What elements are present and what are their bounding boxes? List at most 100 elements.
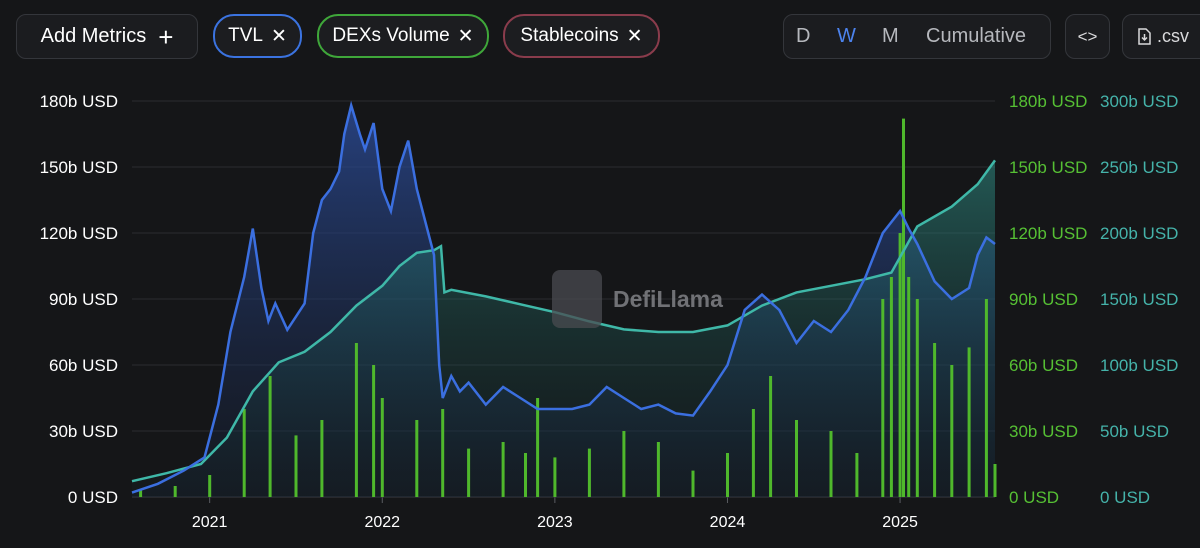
y-tick-label-stablecoins: 200b USD (1100, 224, 1178, 243)
dex-volume-bar (907, 277, 911, 497)
dex-volume-bar (415, 420, 419, 497)
dex-volume-bar (380, 398, 384, 497)
y-tick-label-stablecoins: 50b USD (1100, 422, 1169, 441)
dex-volume-bar (268, 376, 272, 497)
dex-volume-bar (933, 343, 937, 497)
y-tick-label-tvl: 180b USD (40, 92, 118, 111)
x-tick-label: 2023 (537, 514, 573, 531)
dex-volume-bar (751, 409, 755, 497)
dex-volume-bar (553, 457, 557, 497)
add-metrics-label: Add Metrics (40, 25, 147, 47)
left-y-axis: 0 USD 30b USD 60b USD 90b USD 120b USD 150b U… (40, 92, 118, 507)
dex-volume-bar (993, 464, 997, 497)
metric-pill-stablecoins[interactable]: Stablecoins ✕ (503, 14, 660, 58)
dex-volume-bar (320, 420, 324, 497)
interval-monthly[interactable]: M (882, 25, 899, 47)
dex-volume-bar (441, 409, 445, 497)
dex-volume-bar (855, 453, 859, 497)
tvl-line (131, 100, 996, 494)
dex-volume-bar (242, 409, 246, 497)
interval-cumulative[interactable]: Cumulative (926, 25, 1027, 47)
y-tick-label-tvl: 60b USD (49, 356, 118, 375)
llama-logo-icon (552, 270, 602, 328)
metric-pill-tvl[interactable]: TVL ✕ (213, 14, 302, 58)
dex-volume-bar (902, 118, 905, 497)
chart-toolbar: Add Metrics + TVL ✕ DEXs Volume ✕ Stable… (0, 0, 1200, 74)
dex-volume-bar (587, 448, 591, 497)
dex-volume-bar (950, 365, 954, 497)
y-tick-label-dex: 150b USD (1009, 158, 1087, 177)
y-tick-label-dex: 60b USD (1009, 356, 1078, 375)
close-icon[interactable]: ✕ (626, 25, 643, 47)
dex-volume-bar (967, 347, 971, 497)
close-icon[interactable]: ✕ (457, 25, 474, 47)
y-tick-label-dex: 120b USD (1009, 224, 1087, 243)
dex-volume-bar (372, 365, 376, 497)
dex-volume-bar (208, 475, 212, 497)
dex-volume-bar (524, 453, 527, 497)
x-tick-label: 2025 (882, 514, 918, 531)
dex-volume-bar (656, 442, 660, 497)
x-axis: 2021 2022 2023 2024 2025 (192, 514, 918, 531)
x-tick-label: 2024 (710, 514, 746, 531)
interval-weekly[interactable]: W (837, 25, 856, 47)
watermark-text: DefiLlama (613, 286, 723, 312)
x-axis-tick-marks (132, 496, 995, 503)
y-tick-label-tvl: 0 USD (68, 488, 118, 507)
y-tick-label-dex: 30b USD (1009, 422, 1078, 441)
dex-volume-bar (915, 299, 919, 497)
interval-daily[interactable]: D (796, 25, 811, 47)
y-tick-label-stablecoins: 250b USD (1100, 158, 1178, 177)
y-tick-label-stablecoins: 100b USD (1100, 356, 1178, 375)
dex-volume-bar (467, 448, 471, 497)
metric-pill-dex-volume[interactable]: DEXs Volume ✕ (317, 14, 489, 58)
dex-volume-bar (173, 486, 177, 497)
x-tick-label: 2022 (364, 514, 400, 531)
download-file-icon (1138, 28, 1151, 45)
y-tick-label-tvl: 90b USD (49, 290, 118, 309)
dex-volume-y-axis: 0 USD 30b USD 60b USD 90b USD 120b USD 150b U… (1009, 92, 1087, 507)
dex-volume-bars (139, 118, 997, 497)
embed-button[interactable]: <> (1065, 14, 1110, 59)
dex-volume-bar (898, 233, 902, 497)
tvl-dex-stablecoins-chart[interactable]: DefiLlama 0 USD 30b USD 60b USD 90b USD 120b… (0, 74, 1200, 548)
dex-volume-bar (294, 435, 298, 497)
dex-volume-bar (795, 420, 798, 497)
y-tick-label-tvl: 150b USD (40, 158, 118, 177)
download-csv-button[interactable]: .csv (1122, 14, 1200, 59)
dex-volume-bar (769, 376, 773, 497)
dex-volume-bar (829, 431, 833, 497)
metric-pill-label: DEXs Volume (332, 25, 450, 46)
y-tick-label-dex: 90b USD (1009, 290, 1078, 309)
x-tick-label: 2021 (192, 514, 228, 531)
dex-volume-bar (354, 343, 358, 497)
dex-volume-bar (536, 398, 540, 497)
watermark: DefiLlama (552, 270, 723, 328)
dex-volume-bar (622, 431, 626, 497)
interval-selector: D W M Cumulative (783, 14, 1051, 59)
stablecoins-area (132, 160, 995, 497)
add-metrics-button[interactable]: Add Metrics + (16, 14, 198, 59)
stablecoins-line (131, 159, 997, 483)
dex-volume-bar (139, 490, 143, 497)
plus-icon: + (158, 21, 174, 52)
csv-label: .csv (1157, 26, 1190, 46)
close-icon[interactable]: ✕ (270, 25, 287, 47)
y-tick-label-stablecoins: 0 USD (1100, 488, 1150, 507)
dex-volume-bar (881, 299, 885, 497)
code-icon: <> (1077, 26, 1098, 46)
dex-volume-bar (726, 453, 729, 497)
y-tick-label-dex: 0 USD (1009, 488, 1059, 507)
dex-volume-bar (984, 299, 988, 497)
metric-pill-label: Stablecoins (520, 25, 619, 46)
dex-volume-bar (501, 442, 505, 497)
dex-volume-bar (889, 277, 893, 497)
y-tick-label-stablecoins: 300b USD (1100, 92, 1178, 111)
dex-volume-bar (691, 470, 695, 497)
metric-pill-label: TVL (228, 25, 263, 46)
y-tick-label-dex: 180b USD (1009, 92, 1087, 111)
y-tick-label-tvl: 30b USD (49, 422, 118, 441)
y-tick-label-tvl: 120b USD (40, 224, 118, 243)
stablecoins-y-axis: 0 USD 50b USD 100b USD 150b USD 200b USD 250b… (1100, 92, 1178, 507)
y-tick-label-stablecoins: 150b USD (1100, 290, 1178, 309)
